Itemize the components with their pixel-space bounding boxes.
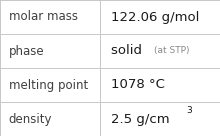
Text: (at STP): (at STP) <box>154 47 189 55</box>
Text: melting point: melting point <box>9 78 88 92</box>
Text: 122.06 g/mol: 122.06 g/mol <box>111 10 200 24</box>
Text: molar mass: molar mass <box>9 10 78 24</box>
Text: 3: 3 <box>186 106 192 115</box>
Text: 1078 °C: 1078 °C <box>111 78 165 92</box>
Text: phase: phase <box>9 44 44 58</box>
Text: density: density <box>9 112 52 126</box>
Text: 2.5 g/cm: 2.5 g/cm <box>111 112 170 126</box>
Text: solid: solid <box>111 44 151 58</box>
